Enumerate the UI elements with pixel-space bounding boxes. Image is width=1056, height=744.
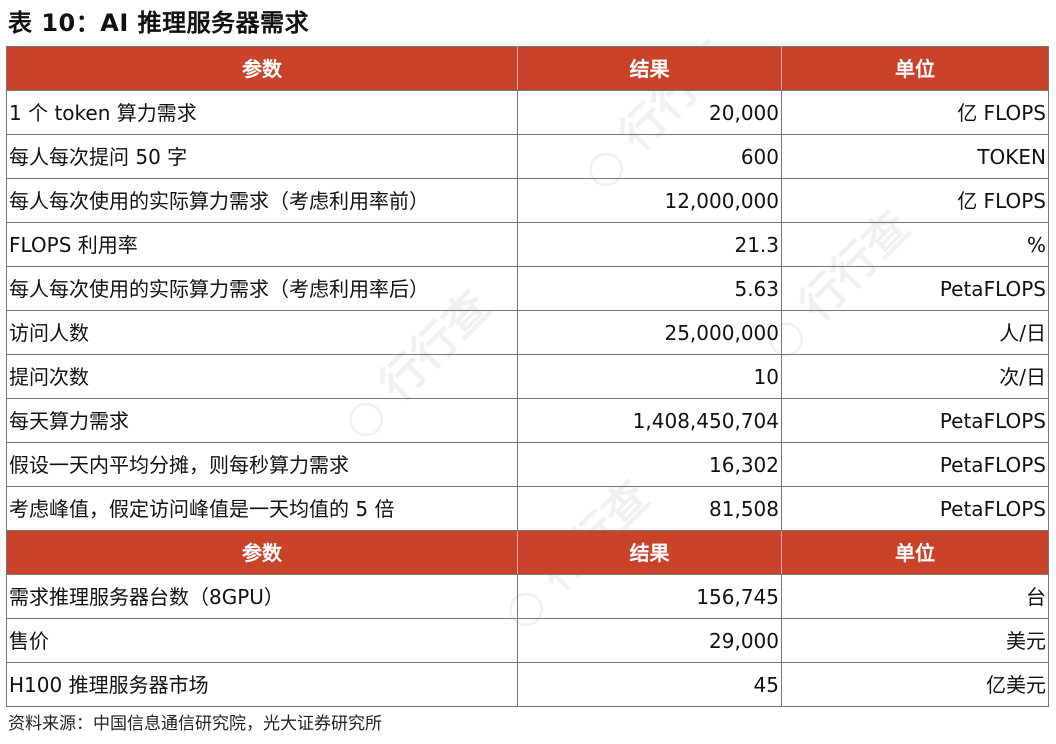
- column-header-unit: 单位: [781, 46, 1049, 91]
- cell-param: 售价: [6, 618, 518, 663]
- cell-param: H100 推理服务器市场: [6, 662, 518, 707]
- cell-param: 考虑峰值，假定访问峰值是一天均值的 5 倍: [6, 486, 518, 531]
- cell-unit: PetaFLOPS: [781, 486, 1049, 531]
- cell-param: FLOPS 利用率: [6, 222, 518, 267]
- cell-result: 600: [517, 134, 782, 179]
- table-row: 考虑峰值，假定访问峰值是一天均值的 5 倍 81,508 PetaFLOPS: [6, 486, 1049, 531]
- cell-unit: 人/日: [781, 310, 1049, 355]
- cell-param: 需求推理服务器台数（8GPU）: [6, 574, 518, 619]
- cell-unit: 次/日: [781, 354, 1049, 399]
- cell-param: 1 个 token 算力需求: [6, 90, 518, 135]
- cell-result: 45: [517, 662, 782, 707]
- cell-param: 每人每次提问 50 字: [6, 134, 518, 179]
- cell-param: 每人每次使用的实际算力需求（考虑利用率前）: [6, 178, 518, 223]
- table-header-row: 参数 结果 单位: [6, 530, 1049, 575]
- cell-unit: PetaFLOPS: [781, 266, 1049, 311]
- cell-result: 1,408,450,704: [517, 398, 782, 443]
- cell-result: 20,000: [517, 90, 782, 135]
- cell-param: 每天算力需求: [6, 398, 518, 443]
- table-row: 假设一天内平均分摊，则每秒算力需求 16,302 PetaFLOPS: [6, 442, 1049, 487]
- cell-param: 访问人数: [6, 310, 518, 355]
- table-row: 每人每次提问 50 字 600 TOKEN: [6, 134, 1049, 179]
- column-header-unit: 单位: [781, 530, 1049, 575]
- page-title: 表 10：AI 推理服务器需求: [8, 9, 310, 37]
- cell-result: 81,508: [517, 486, 782, 531]
- table-row: H100 推理服务器市场 45 亿美元: [6, 662, 1049, 707]
- cell-param: 每人每次使用的实际算力需求（考虑利用率后）: [6, 266, 518, 311]
- column-header-param: 参数: [6, 46, 518, 91]
- cell-unit: TOKEN: [781, 134, 1049, 179]
- table-row: 每天算力需求 1,408,450,704 PetaFLOPS: [6, 398, 1049, 443]
- table-row: 每人每次使用的实际算力需求（考虑利用率前） 12,000,000 亿 FLOPS: [6, 178, 1049, 223]
- cell-result: 5.63: [517, 266, 782, 311]
- cell-unit: PetaFLOPS: [781, 442, 1049, 487]
- cell-param: 提问次数: [6, 354, 518, 399]
- cell-result: 12,000,000: [517, 178, 782, 223]
- column-header-result: 结果: [517, 46, 782, 91]
- cell-unit: PetaFLOPS: [781, 398, 1049, 443]
- column-header-param: 参数: [6, 530, 518, 575]
- cell-unit: 亿 FLOPS: [781, 178, 1049, 223]
- source-note: 资料来源：中国信息通信研究院，光大证券研究所: [8, 714, 382, 734]
- table-row: FLOPS 利用率 21.3%: [6, 222, 1049, 267]
- cell-result: 21.3: [517, 222, 782, 267]
- table-row: 需求推理服务器台数（8GPU） 156,745 台: [6, 574, 1049, 619]
- cell-result: 29,000: [517, 618, 782, 663]
- cell-unit: 台: [781, 574, 1049, 619]
- cell-result: 16,302: [517, 442, 782, 487]
- cell-unit: 亿 FLOPS: [781, 90, 1049, 135]
- table-row: 售价 29,000 美元: [6, 618, 1049, 663]
- column-header-result: 结果: [517, 530, 782, 575]
- demand-table: 参数 结果 单位 1 个 token 算力需求 20,000 亿 FLOPS 每人每次提问 …: [6, 46, 1049, 707]
- cell-unit: %: [781, 222, 1049, 267]
- table-row: 访问人数 25,000,000 人/日: [6, 310, 1049, 355]
- table-row: 每人每次使用的实际算力需求（考虑利用率后） 5.63 PetaFLOPS: [6, 266, 1049, 311]
- cell-result: 10: [517, 354, 782, 399]
- cell-result: 25,000,000: [517, 310, 782, 355]
- table-row: 提问次数 10 次/日: [6, 354, 1049, 399]
- cell-result: 156,745: [517, 574, 782, 619]
- cell-unit: 美元: [781, 618, 1049, 663]
- cell-param: 假设一天内平均分摊，则每秒算力需求: [6, 442, 518, 487]
- table-row: 1 个 token 算力需求 20,000 亿 FLOPS: [6, 90, 1049, 135]
- table-header-row: 参数 结果 单位: [6, 46, 1049, 91]
- cell-unit: 亿美元: [781, 662, 1049, 707]
